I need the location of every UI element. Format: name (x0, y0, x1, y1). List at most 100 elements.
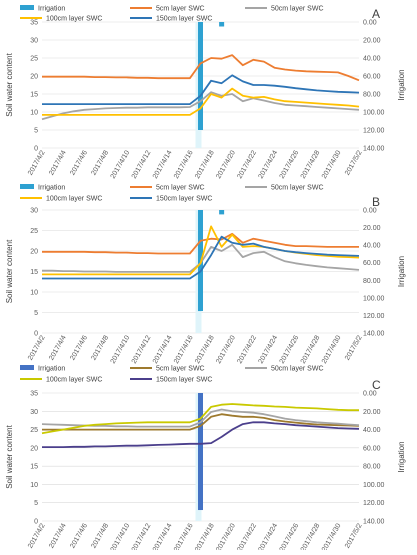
legend-swatch (20, 365, 34, 370)
y2-tick-label: 80.00 (363, 464, 381, 471)
series-line-100cm (41, 403, 359, 435)
x-tick-label: 2017/4/20 (215, 149, 237, 180)
x-tick-label: 2017/4/26 (279, 334, 301, 365)
x-tick-label: 2017/4/18 (194, 334, 216, 365)
x-tick-label: 2017/4/2 (27, 334, 47, 361)
x-tick-label: 2017/4/30 (321, 522, 343, 550)
x-tick-label: 2017/4/4 (48, 522, 68, 549)
y-tick-label: 10 (30, 110, 38, 117)
chart-panel-b: 0 5 10 15 20 25 30 0.00 20.00 40.00 60.00 80.00 100.… (5, 184, 406, 365)
y-tick-label: 35 (30, 20, 38, 27)
x-tick-label: 2017/4/26 (279, 149, 301, 180)
y-axis-label: Soil water content (5, 424, 14, 488)
y2-tick-label: 40.00 (363, 56, 381, 63)
legend-entry: 100cm layer SWC (20, 196, 102, 203)
legend-label: 100cm layer SWC (46, 196, 102, 203)
legend-entry: 150cm layer SWC (130, 196, 212, 203)
x-tick-label: 2017/4/20 (215, 522, 237, 550)
x-tick-label: 2017/4/12 (131, 522, 153, 550)
y-axis-label: Soil water content (5, 52, 14, 116)
y2-tick-label: 120.00 (363, 313, 385, 320)
legend-label: 150cm layer SWC (156, 196, 212, 203)
y2-tick-label: 20.00 (363, 409, 381, 416)
y2-tick-label: 20.00 (363, 225, 381, 232)
legend-entry: 50cm layer SWC (245, 6, 324, 13)
y2-tick-label: 100.00 (363, 482, 385, 489)
y2-tick-label: 140.00 (363, 331, 385, 338)
irrigation-bar (198, 393, 203, 511)
y-tick-label: 30 (30, 409, 38, 416)
y2-tick-label: 60.00 (363, 74, 381, 81)
legend-label: Irrigation (38, 6, 65, 13)
x-tick-label: 2017/4/22 (236, 522, 258, 550)
y-tick-label: 10 (30, 290, 38, 297)
y2-axis-label: Irrigation (397, 69, 406, 100)
legend-swatch (20, 5, 34, 10)
y2-tick-label: 100.00 (363, 110, 385, 117)
legend-label: 100cm layer SWC (46, 377, 102, 384)
y2-tick-label: 40.00 (363, 427, 381, 434)
x-tick-label: 2017/4/24 (258, 522, 280, 550)
legend-entry: 50cm layer SWC (245, 366, 324, 373)
x-tick-label: 2017/4/22 (236, 334, 258, 365)
y-tick-label: 20 (30, 445, 38, 452)
series-line-5cm (42, 232, 359, 255)
x-tick-label: 2017/4/16 (173, 522, 195, 550)
x-tick-label: 2017/4/8 (90, 334, 110, 361)
legend-label: 150cm layer SWC (156, 16, 212, 23)
y-tick-label: 0 (34, 519, 38, 526)
series-line-150cm (42, 74, 360, 105)
legend-entry: 5cm layer SWC (130, 185, 205, 192)
x-tick-label: 2017/4/14 (152, 334, 174, 365)
y2-tick-label: 140.00 (363, 519, 385, 526)
series-line-150cm (42, 421, 360, 449)
y2-tick-label: 0.00 (363, 391, 377, 398)
x-tick-label: 2017/4/10 (110, 522, 132, 550)
legend-entry: 5cm layer SWC (130, 366, 205, 373)
chart-panel-a: 0 5 10 15 20 25 30 35 0.00 20.00 40.00 60.00 80.00 10… (5, 5, 406, 180)
x-tick-label: 2017/4/26 (279, 522, 301, 550)
x-tick-label: 2017/5/2 (344, 149, 364, 176)
legend-entry: 100cm layer SWC (20, 16, 102, 23)
x-tick-label: 2017/4/28 (300, 334, 322, 365)
y2-tick-label: 60.00 (363, 445, 381, 452)
y2-tick-label: 140.00 (363, 146, 385, 153)
y-tick-label: 25 (30, 56, 38, 63)
x-tick-label: 2017/4/24 (258, 149, 280, 180)
y-tick-label: 25 (30, 427, 38, 434)
chart-panel-c: 0 5 10 15 20 25 30 35 0.00 20.00 40.00 60.00 80.00 10… (5, 365, 406, 553)
legend-entry: Irrigation (20, 365, 65, 373)
x-tick-label: 2017/4/2 (27, 522, 47, 549)
x-tick-label: 2017/4/6 (69, 334, 89, 361)
x-tick-label: 2017/4/4 (48, 334, 68, 361)
x-tick-label: 2017/4/16 (173, 334, 195, 365)
y2-tick-label: 0.00 (363, 20, 377, 27)
legend-label: Irrigation (38, 185, 65, 192)
x-tick-label: 2017/4/12 (131, 149, 153, 180)
y-tick-label: 5 (34, 310, 38, 317)
y-tick-label: 20 (30, 249, 38, 256)
irrigation-bar (219, 210, 225, 215)
y2-tick-label: 20.00 (363, 38, 381, 45)
x-tick-label: 2017/4/2 (27, 149, 47, 176)
x-tick-label: 2017/4/18 (194, 149, 216, 180)
y2-tick-label: 80.00 (363, 278, 381, 285)
legend-label: 50cm layer SWC (271, 366, 324, 373)
y2-tick-label: 100.00 (363, 295, 385, 302)
series-line-100cm (42, 87, 360, 116)
legend-label: 50cm layer SWC (271, 6, 324, 13)
x-tick-label: 2017/5/2 (344, 522, 364, 549)
y2-tick-label: 60.00 (363, 260, 381, 267)
legend-swatch (20, 184, 34, 189)
x-tick-label: 2017/4/30 (321, 149, 343, 180)
y2-tick-label: 0.00 (363, 208, 377, 215)
y-tick-label: 35 (30, 391, 38, 398)
x-tick-label: 2017/4/4 (48, 149, 68, 176)
y2-tick-label: 120.00 (363, 500, 385, 507)
legend-label: 5cm layer SWC (156, 366, 205, 373)
y2-axis-label: Irrigation (397, 441, 406, 472)
x-tick-label: 2017/4/28 (300, 149, 322, 180)
irrigation-bar (219, 22, 225, 27)
legend-label: 5cm layer SWC (156, 6, 205, 13)
